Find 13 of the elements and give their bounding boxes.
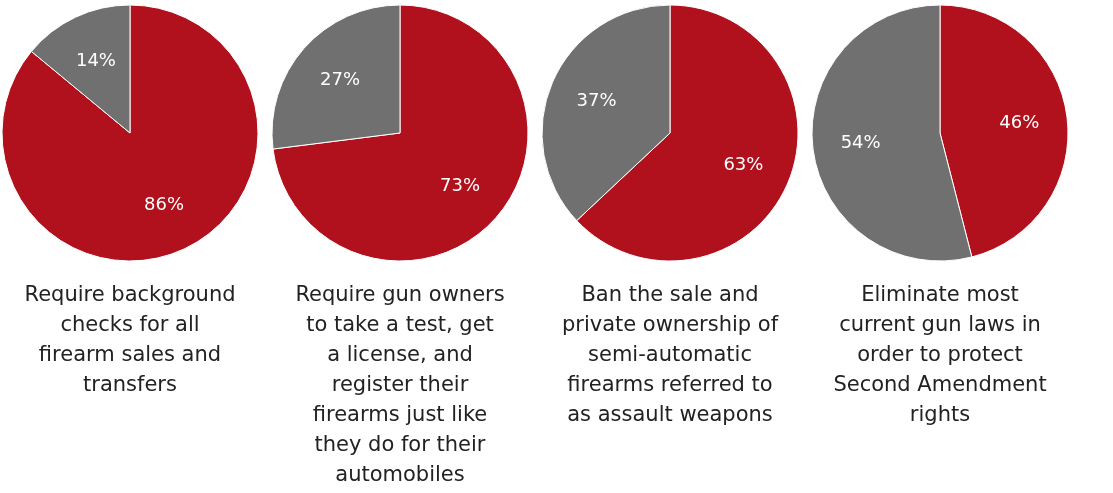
data-label: 63% — [723, 152, 764, 174]
data-label: 46% — [999, 110, 1040, 132]
data-label: 14% — [75, 48, 116, 70]
data-label: 27% — [319, 68, 360, 90]
data-label: 86% — [144, 193, 185, 215]
data-label: 54% — [840, 131, 881, 153]
data-label: 37% — [576, 89, 617, 111]
text: Require gun owners to take a test, get a license, and register their firearms just like they do for their automobiles — [295, 282, 505, 486]
text: Ban the sale and private ownership of semi-automatic firearms referred to as assault weapons — [561, 282, 779, 426]
data-label: 73% — [440, 173, 481, 195]
text: Require background checks for all firearm sales and transfers — [24, 282, 236, 396]
text: Eliminate most current gun laws in order to protect Second Amendment rights — [833, 282, 1047, 426]
pie-slice — [272, 4, 529, 262]
